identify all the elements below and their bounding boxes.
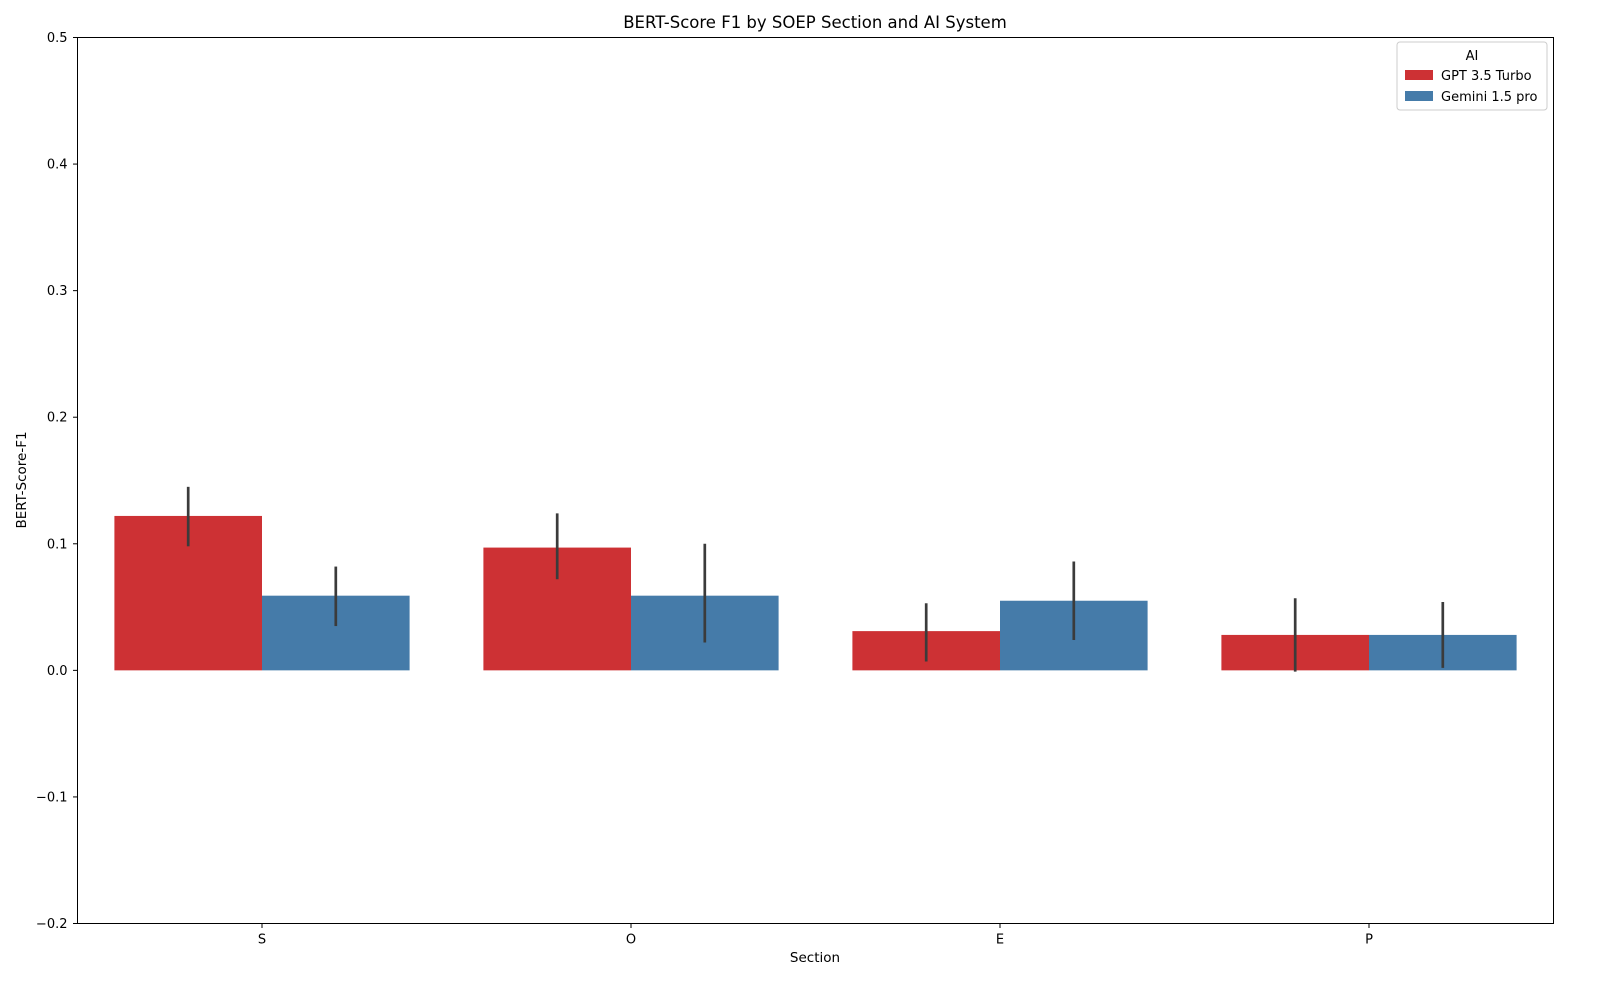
legend-label-gemini-1-5-pro: Gemini 1.5 pro	[1441, 90, 1537, 105]
y-tick-label: −0.2	[36, 917, 68, 932]
chart-title: BERT-Score F1 by SOEP Section and AI Sys…	[623, 13, 1007, 32]
legend-swatch-gpt-3-5-turbo	[1405, 70, 1433, 80]
legend-swatch-gemini-1-5-pro	[1405, 91, 1433, 101]
legend-box	[1396, 41, 1548, 111]
y-tick-label: 0.0	[47, 664, 68, 679]
x-tick-label-s: S	[258, 933, 266, 948]
x-tick-label-p: P	[1365, 933, 1373, 948]
y-tick-label: 0.2	[47, 411, 68, 426]
y-tick-label: 0.4	[47, 158, 68, 173]
y-axis: −0.2 −0.1 0.0 0.1 0.2 0.3 0.4 0.5	[36, 31, 78, 932]
legend-title: AI	[1466, 49, 1479, 64]
y-tick-label: −0.1	[36, 790, 68, 805]
y-tick-label: 0.3	[47, 284, 68, 299]
legend-label-gpt-3-5-turbo: GPT 3.5 Turbo	[1441, 69, 1532, 84]
plot-frame	[77, 37, 1554, 924]
legend: AI GPT 3.5 Turbo Gemini 1.5 pro	[1396, 41, 1548, 111]
x-tick-label-e: E	[996, 933, 1004, 948]
plot-area	[114, 486, 1517, 672]
x-axis-title: Section	[790, 950, 840, 966]
y-tick-label: 0.5	[47, 31, 68, 46]
x-tick-label-o: O	[626, 933, 636, 948]
y-axis-title: BERT-Score-F1	[14, 431, 30, 528]
y-tick-label: 0.1	[47, 537, 68, 552]
